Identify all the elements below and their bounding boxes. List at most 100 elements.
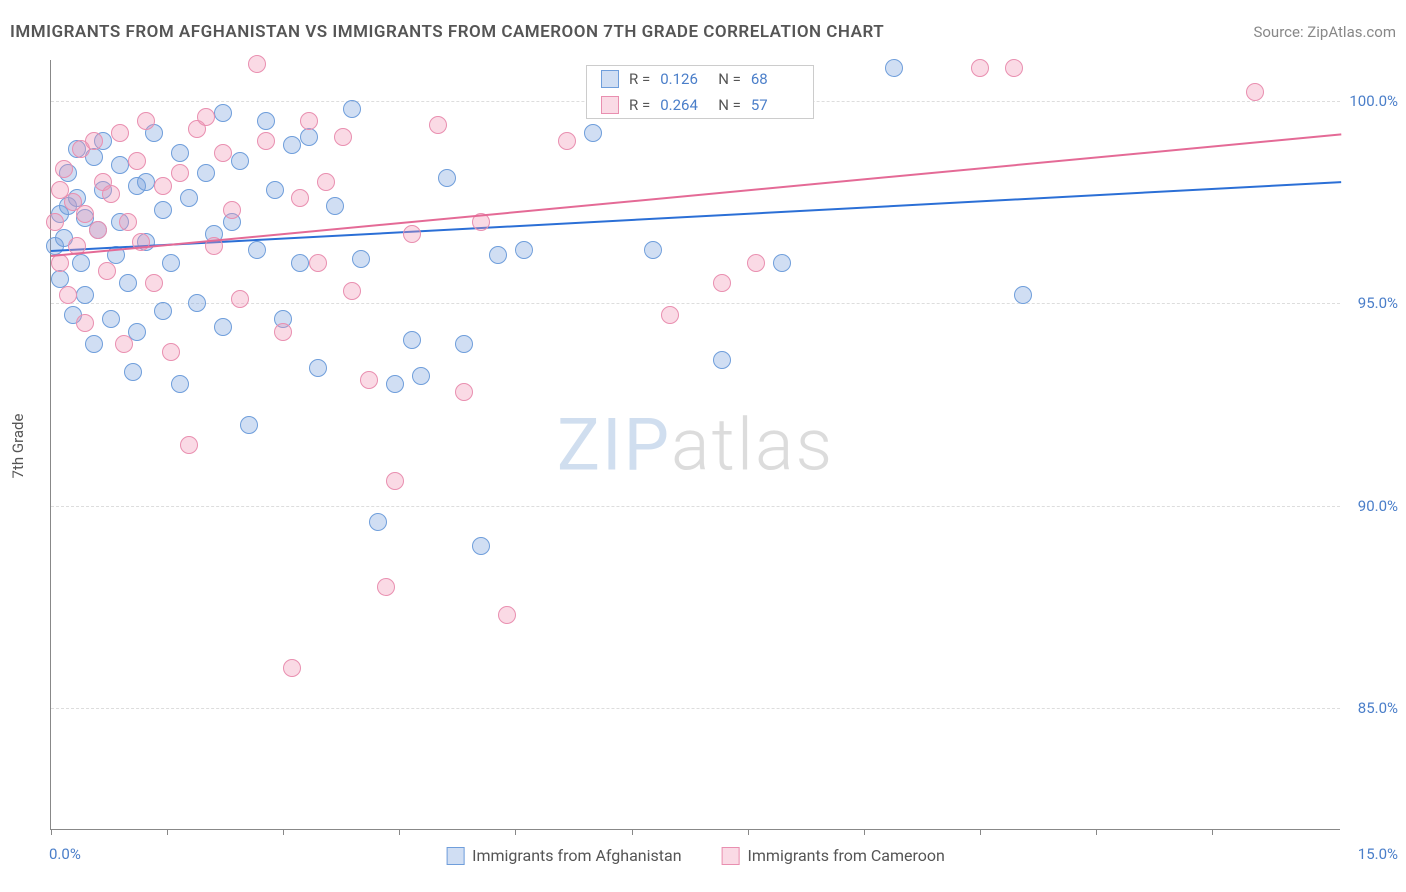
scatter-point-cameroon — [46, 213, 64, 231]
legend-row-cameroon: R =0.264N =57 — [587, 92, 813, 118]
legend-n-label: N = — [718, 96, 741, 114]
scatter-point-afghanistan — [885, 59, 903, 77]
scatter-point-afghanistan — [102, 310, 120, 328]
x-tick — [1096, 829, 1097, 835]
plot-inner: 100.0%95.0%90.0%85.0% — [51, 60, 1340, 829]
scatter-point-afghanistan — [515, 241, 533, 259]
legend-n-value: 68 — [751, 70, 799, 88]
scatter-point-cameroon — [85, 132, 103, 150]
scatter-point-cameroon — [274, 323, 292, 341]
scatter-point-afghanistan — [240, 416, 258, 434]
scatter-point-cameroon — [231, 290, 249, 308]
scatter-point-afghanistan — [154, 201, 172, 219]
scatter-point-cameroon — [214, 144, 232, 162]
scatter-point-afghanistan — [352, 250, 370, 268]
scatter-point-afghanistan — [1014, 286, 1032, 304]
scatter-point-afghanistan — [76, 286, 94, 304]
legend-correlation: R =0.126N =68R =0.264N =57 — [586, 65, 814, 119]
legend-swatch — [722, 847, 740, 865]
scatter-point-cameroon — [971, 59, 989, 77]
scatter-point-afghanistan — [386, 375, 404, 393]
scatter-point-afghanistan — [773, 254, 791, 272]
scatter-point-cameroon — [76, 314, 94, 332]
legend-swatch — [446, 847, 464, 865]
x-tick — [1212, 829, 1213, 835]
scatter-point-cameroon — [343, 282, 361, 300]
x-tick — [51, 829, 52, 835]
legend-r-label: R = — [629, 70, 650, 88]
scatter-point-afghanistan — [584, 124, 602, 142]
legend-item-cameroon: Immigrants from Cameroon — [722, 846, 945, 865]
scatter-point-cameroon — [137, 112, 155, 130]
scatter-point-cameroon — [300, 112, 318, 130]
scatter-point-afghanistan — [154, 302, 172, 320]
x-tick — [632, 829, 633, 835]
scatter-point-afghanistan — [283, 136, 301, 154]
scatter-point-afghanistan — [137, 173, 155, 191]
scatter-point-afghanistan — [326, 197, 344, 215]
y-tick-label: 95.0% — [1358, 294, 1398, 312]
x-tick — [399, 829, 400, 835]
scatter-point-afghanistan — [300, 128, 318, 146]
x-axis-max-label: 15.0% — [1358, 845, 1398, 863]
scatter-point-afghanistan — [51, 270, 69, 288]
scatter-point-afghanistan — [171, 375, 189, 393]
scatter-point-afghanistan — [343, 100, 361, 118]
legend-r-value: 0.264 — [660, 96, 708, 114]
scatter-point-afghanistan — [124, 363, 142, 381]
scatter-point-cameroon — [128, 152, 146, 170]
x-tick — [864, 829, 865, 835]
grid-line — [51, 506, 1340, 507]
scatter-point-cameroon — [747, 254, 765, 272]
scatter-point-afghanistan — [489, 246, 507, 264]
scatter-point-cameroon — [1246, 83, 1264, 101]
x-tick — [748, 829, 749, 835]
scatter-point-afghanistan — [472, 537, 490, 555]
scatter-point-afghanistan — [231, 152, 249, 170]
scatter-point-afghanistan — [180, 189, 198, 207]
scatter-point-cameroon — [223, 201, 241, 219]
scatter-point-cameroon — [403, 225, 421, 243]
x-tick — [515, 829, 516, 835]
scatter-point-cameroon — [283, 659, 301, 677]
scatter-point-cameroon — [115, 335, 133, 353]
scatter-point-cameroon — [291, 189, 309, 207]
legend-swatch — [601, 96, 619, 114]
scatter-point-cameroon — [102, 185, 120, 203]
legend-item-afghanistan: Immigrants from Afghanistan — [446, 846, 681, 865]
scatter-point-afghanistan — [412, 367, 430, 385]
scatter-point-cameroon — [377, 578, 395, 596]
legend-r-label: R = — [629, 96, 650, 114]
scatter-point-cameroon — [334, 128, 352, 146]
scatter-point-cameroon — [661, 306, 679, 324]
x-tick — [980, 829, 981, 835]
y-axis-title: 7th Grade — [9, 414, 27, 479]
scatter-point-cameroon — [154, 177, 172, 195]
scatter-point-afghanistan — [85, 335, 103, 353]
scatter-point-afghanistan — [248, 241, 266, 259]
scatter-point-cameroon — [386, 472, 404, 490]
scatter-point-cameroon — [55, 160, 73, 178]
x-axis-min-label: 0.0% — [49, 845, 81, 863]
scatter-point-cameroon — [317, 173, 335, 191]
scatter-point-afghanistan — [188, 294, 206, 312]
scatter-point-cameroon — [257, 132, 275, 150]
legend-label: Immigrants from Cameroon — [748, 846, 945, 865]
legend-n-label: N = — [718, 70, 741, 88]
scatter-point-afghanistan — [72, 254, 90, 272]
scatter-point-afghanistan — [119, 274, 137, 292]
chart-title: IMMIGRANTS FROM AFGHANISTAN VS IMMIGRANT… — [10, 22, 884, 42]
scatter-point-cameroon — [713, 274, 731, 292]
scatter-point-afghanistan — [455, 335, 473, 353]
source-label: Source: ZipAtlas.com — [1253, 23, 1396, 41]
scatter-point-cameroon — [1005, 59, 1023, 77]
legend-r-value: 0.126 — [660, 70, 708, 88]
trend-line-afghanistan — [51, 182, 1341, 253]
scatter-point-afghanistan — [266, 181, 284, 199]
scatter-point-cameroon — [180, 436, 198, 454]
scatter-point-cameroon — [171, 164, 189, 182]
scatter-point-cameroon — [89, 221, 107, 239]
scatter-point-cameroon — [455, 383, 473, 401]
scatter-point-afghanistan — [438, 169, 456, 187]
scatter-point-afghanistan — [644, 241, 662, 259]
